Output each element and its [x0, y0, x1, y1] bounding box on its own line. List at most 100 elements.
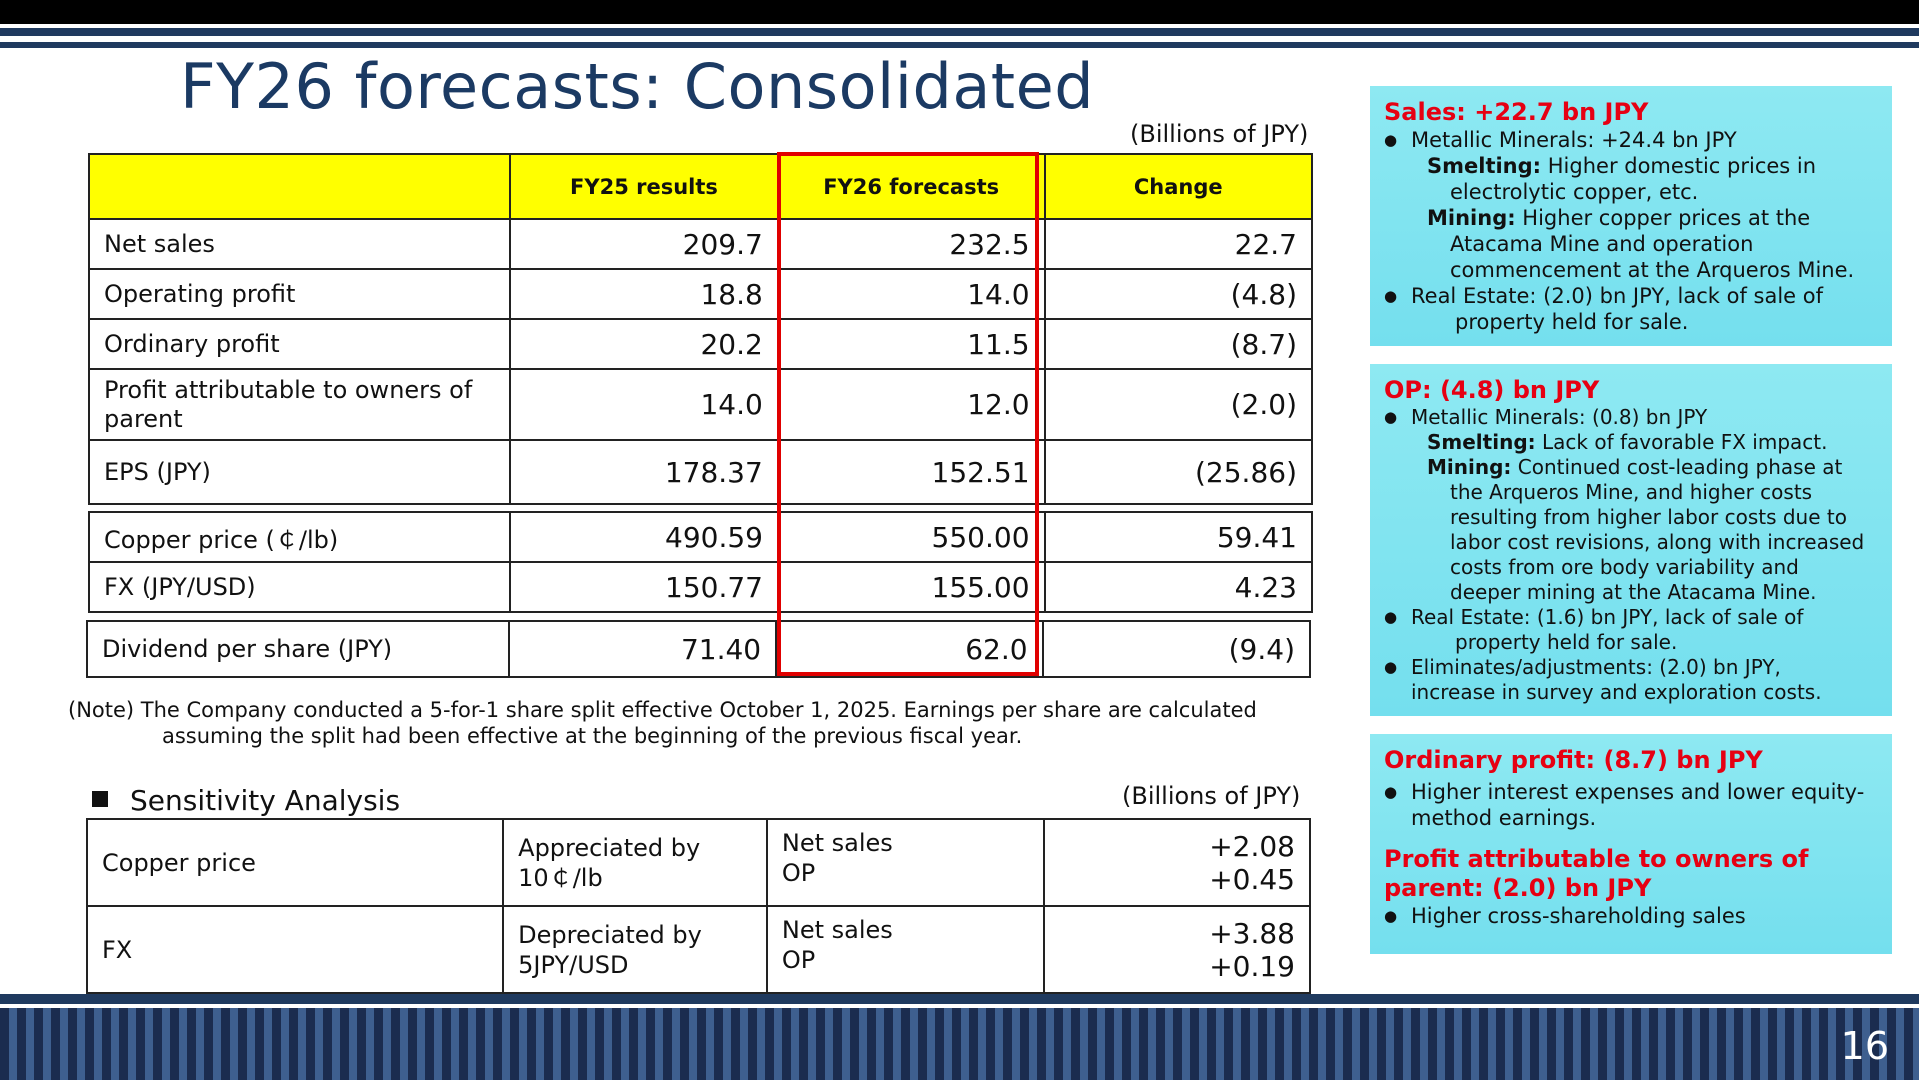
sens-values: +2.08 +0.45 — [1043, 818, 1311, 907]
fy26-value: 550.00 — [776, 511, 1046, 563]
table-row: Copper price Appreciated by 10￠/lb Net sa… — [85, 818, 1311, 907]
sub-item-cont: resulting from higher labor costs due to — [1450, 505, 1847, 529]
header-empty — [87, 153, 512, 220]
op-commentary-panel: OP: (4.8) bn JPY Metallic Minerals: (0.8… — [1370, 364, 1892, 716]
sens-item: Copper price — [85, 818, 505, 907]
sensitivity-heading: Sensitivity Analysis — [92, 784, 400, 817]
split-note: (Note) The Company conducted a 5-for-1 s… — [68, 697, 1257, 749]
panel-heading: Sales: +22.7 bn JPY — [1384, 98, 1649, 126]
top-blue-line — [0, 42, 1919, 48]
sens-indicator: Net sales OP — [766, 905, 1045, 994]
results-table: FY25 results FY26 forecasts Change Net s… — [87, 153, 1314, 505]
bullet-item: Metallic Minerals: +24.4 bn JPY — [1384, 127, 1878, 153]
fy26-value: 14.0 — [776, 268, 1046, 320]
row-label: Operating profit — [87, 268, 512, 320]
row-label: EPS (JPY) — [87, 439, 512, 505]
sens-values: +3.88 +0.19 — [1043, 905, 1311, 994]
table-row: EPS (JPY) 178.37 152.51 (25.86) — [87, 439, 1314, 505]
change-value: (8.7) — [1043, 318, 1314, 370]
row-label: Dividend per share (JPY) — [86, 620, 510, 678]
fy25-value: 490.59 — [509, 511, 779, 563]
table-row: Operating profit 18.8 14.0 (4.8) — [87, 268, 1314, 320]
sub-item-cont: labor cost revisions, along with increas… — [1450, 530, 1865, 554]
sens-indicator: Net sales OP — [766, 818, 1045, 907]
fy26-highlight-box — [777, 152, 1039, 676]
sub-item: Mining: Higher copper prices at the — [1384, 205, 1878, 231]
table-row: Copper price (￠/lb) 490.59 550.00 59.41 — [87, 511, 1314, 563]
table-header-row: FY25 results FY26 forecasts Change — [87, 153, 1314, 220]
table-row: FX Depreciated by 5JPY/USD Net sales OP +3… — [85, 905, 1311, 994]
change-value: (2.0) — [1043, 368, 1314, 441]
indicator-line: OP — [781, 859, 816, 887]
sub-item-cont: commencement at the Arqueros Mine. — [1450, 258, 1855, 282]
header-change: Change — [1043, 153, 1314, 220]
fy25-value: 18.8 — [509, 268, 779, 320]
sens-value: +0.19 — [1209, 949, 1295, 983]
sub-label: Smelting: — [1427, 154, 1542, 178]
change-value: 22.7 — [1043, 218, 1314, 270]
unit-label-main: (Billions of JPY) — [1130, 120, 1309, 148]
bullet-cont: method earnings. — [1411, 806, 1597, 830]
bullet-item: Higher interest expenses and lower equit… — [1384, 779, 1878, 805]
table-row: Profit attributable to owners of parent … — [87, 368, 1314, 441]
panel-heading-2: Profit attributable to owners of parent:… — [1384, 845, 1878, 903]
table-row: Ordinary profit 20.2 11.5 (8.7) — [87, 318, 1314, 370]
sens-condition: Depreciated by 5JPY/USD — [502, 905, 768, 994]
fy25-value: 14.0 — [509, 368, 779, 441]
sub-item-cont: deeper mining at the Atacama Mine. — [1450, 580, 1817, 604]
sens-value: +0.45 — [1209, 862, 1295, 896]
sub-text: Continued cost-leading phase at — [1511, 455, 1843, 479]
sens-item: FX — [85, 905, 505, 994]
sub-item: Mining: Continued cost-leading phase at — [1384, 455, 1878, 480]
sub-item-cont: electrolytic copper, etc. — [1450, 180, 1699, 204]
fy25-value: 71.40 — [507, 620, 778, 678]
indicator-line: OP — [781, 946, 816, 974]
bottom-striped-band — [0, 1008, 1919, 1080]
bullet-cont: increase in survey and exploration costs… — [1411, 680, 1822, 704]
row-label: Profit attributable to owners of parent — [87, 368, 512, 441]
fy25-value: 150.77 — [509, 561, 779, 613]
sub-item-cont: Atacama Mine and operation — [1450, 232, 1754, 256]
change-value: (25.86) — [1043, 439, 1314, 505]
sub-item-cont: costs from ore body variability and — [1450, 555, 1799, 579]
bullet-item: Metallic Minerals: (0.8) bn JPY — [1384, 405, 1878, 430]
condition-line: Appreciated by — [518, 833, 701, 862]
row-label: Ordinary profit — [87, 318, 512, 370]
ordinary-profit-commentary-panel: Ordinary profit: (8.7) bn JPY Higher int… — [1370, 734, 1892, 954]
table-row: FX (JPY/USD) 150.77 155.00 4.23 — [87, 561, 1314, 613]
fy25-value: 178.37 — [509, 439, 779, 505]
sub-text: Higher copper prices at the — [1515, 206, 1811, 230]
dividend-table: Dividend per share (JPY) 71.40 62.0 (9.4… — [86, 620, 1312, 678]
fy25-value: 209.7 — [509, 218, 779, 270]
sub-label: Mining: — [1427, 455, 1512, 479]
change-value: (4.8) — [1043, 268, 1314, 320]
unit-label-sensitivity: (Billions of JPY) — [1122, 782, 1301, 810]
sensitivity-heading-text: Sensitivity Analysis — [130, 784, 401, 817]
fy26-value: 12.0 — [776, 368, 1046, 441]
header-fy26: FY26 forecasts — [776, 153, 1046, 220]
sub-label: Smelting: — [1427, 430, 1536, 454]
sub-item: Smelting: Lack of favorable FX impact. — [1384, 430, 1878, 455]
bullet-cont: property held for sale. — [1455, 310, 1689, 334]
indicator-line: Net sales — [781, 916, 893, 944]
slide-title: FY26 forecasts: Consolidated — [180, 50, 1095, 123]
note-line-2: assuming the split had been effective at… — [162, 724, 1023, 748]
market-assumptions-table: Copper price (￠/lb) 490.59 550.00 59.41 … — [87, 511, 1314, 613]
table-row: Net sales 209.7 232.5 22.7 — [87, 218, 1314, 270]
sensitivity-table: Copper price Appreciated by 10￠/lb Net sa… — [85, 818, 1311, 994]
sub-text: Lack of favorable FX impact. — [1535, 430, 1828, 454]
fy26-value: 155.00 — [776, 561, 1046, 613]
change-value: 4.23 — [1043, 561, 1314, 613]
fy26-value: 11.5 — [776, 318, 1046, 370]
sub-item: Smelting: Higher domestic prices in — [1384, 153, 1878, 179]
note-line-1: (Note) The Company conducted a 5-for-1 s… — [68, 698, 1257, 722]
row-label: Copper price (￠/lb) — [87, 511, 512, 563]
sales-commentary-panel: Sales: +22.7 bn JPY Metallic Minerals: +… — [1370, 86, 1892, 346]
condition-line: 10￠/lb — [518, 863, 603, 892]
row-label: FX (JPY/USD) — [87, 561, 512, 613]
sub-label: Mining: — [1427, 206, 1516, 230]
panel-heading: Ordinary profit: (8.7) bn JPY — [1384, 746, 1763, 774]
condition-line: Depreciated by — [518, 920, 702, 949]
top-black-bar — [0, 0, 1919, 24]
sub-item-cont: the Arqueros Mine, and higher costs — [1450, 480, 1813, 504]
